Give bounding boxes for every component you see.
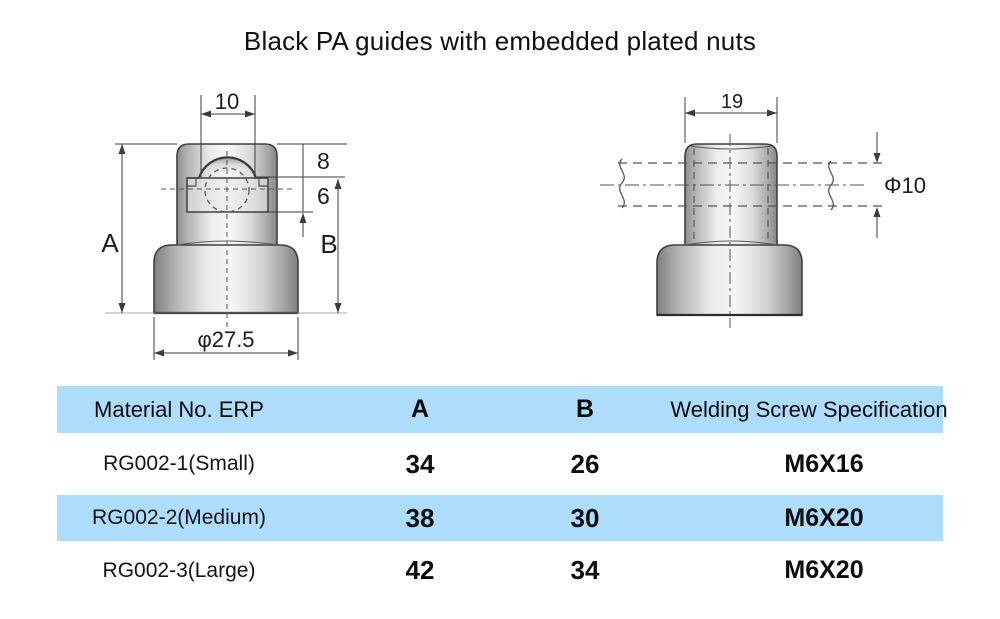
- cell-b: 34: [570, 555, 600, 585]
- spec-table: Material No. ERP A B Welding Screw Speci…: [57, 386, 948, 600]
- front-dim-slot-width: [200, 95, 256, 177]
- cell-material: RG002-3(Large): [102, 558, 256, 582]
- cell-screw: M6X20: [784, 556, 864, 584]
- cell-a: 38: [405, 502, 435, 533]
- front-dim-base-dia-label: φ27.5: [197, 327, 254, 352]
- header-b: B: [575, 395, 595, 423]
- cell-a: 42: [405, 555, 435, 585]
- header-a: A: [410, 395, 430, 423]
- table-row: RG002-1(Small) 34 26 M6X16: [57, 433, 943, 495]
- front-dim-b-label: B: [320, 229, 337, 259]
- side-dim-top-width-label: 19: [721, 91, 743, 113]
- side-dim-top-width: [684, 97, 778, 143]
- table-row: RG002-2(Medium) 38 30 M6X20: [57, 495, 943, 541]
- header-screw-spec: Welding Screw Specification: [670, 396, 948, 422]
- front-nut-hole: [204, 167, 250, 213]
- side-dim-rod-dia: [873, 132, 881, 238]
- table-header-row: Material No. ERP A B Welding Screw Speci…: [57, 386, 948, 433]
- cell-b: 26: [570, 448, 600, 479]
- header-material: Material No. ERP: [94, 396, 264, 422]
- front-dim-base-dia: [153, 317, 299, 360]
- page-title: Black PA guides with embedded plated nut…: [243, 26, 757, 56]
- front-dim-a: [105, 143, 347, 314]
- cell-a: 34: [405, 448, 435, 479]
- front-dim-slot-width-label: 10: [215, 89, 239, 114]
- front-dim-6-label: 6: [317, 183, 330, 209]
- side-dim-rod-dia-label: Φ10: [884, 173, 926, 198]
- side-rod-hidden-lines: [600, 158, 884, 211]
- front-dim-8-6: [257, 143, 347, 237]
- front-view-drawing: 10 A B: [101, 89, 347, 360]
- table-row: RG002-3(Large) 42 34 M6X20: [57, 541, 943, 600]
- front-dim-8-label: 8: [317, 148, 330, 174]
- cell-material: RG002-2(Medium): [92, 506, 266, 529]
- cell-screw: M6X20: [784, 503, 864, 532]
- front-dim-a-label: A: [101, 228, 119, 258]
- cell-screw: M6X16: [784, 449, 864, 478]
- cell-material: RG002-1(Small): [103, 452, 255, 475]
- cell-b: 30: [570, 502, 600, 533]
- side-body: [684, 143, 778, 247]
- front-dim-b: [334, 179, 342, 313]
- technical-drawings: 10 A B: [101, 89, 926, 360]
- front-base: [153, 244, 299, 314]
- side-view-drawing: 19 Φ10: [600, 91, 926, 328]
